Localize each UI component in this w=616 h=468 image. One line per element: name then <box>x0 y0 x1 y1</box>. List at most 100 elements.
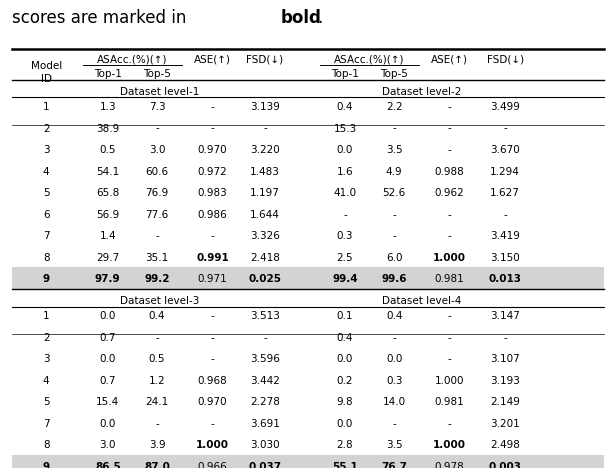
Text: 24.1: 24.1 <box>145 397 169 407</box>
Text: scores are marked in: scores are marked in <box>12 9 192 27</box>
Text: -: - <box>155 419 159 429</box>
Text: -: - <box>211 333 214 343</box>
Text: 52.6: 52.6 <box>383 188 406 198</box>
Text: 0.4: 0.4 <box>337 333 353 343</box>
Text: 8: 8 <box>43 440 49 450</box>
Text: bold: bold <box>280 9 321 27</box>
Text: 1.000: 1.000 <box>433 440 466 450</box>
Text: 1: 1 <box>43 102 49 112</box>
Text: 3.499: 3.499 <box>490 102 520 112</box>
Text: -: - <box>155 124 159 133</box>
Text: 65.8: 65.8 <box>96 188 120 198</box>
Text: -: - <box>211 419 214 429</box>
Text: 76.9: 76.9 <box>145 188 169 198</box>
Text: -: - <box>448 231 452 241</box>
Text: 1.3: 1.3 <box>100 102 116 112</box>
Text: 1.000: 1.000 <box>433 253 466 263</box>
Text: 3.150: 3.150 <box>490 253 520 263</box>
Text: .: . <box>317 9 323 27</box>
Text: 4: 4 <box>43 167 49 176</box>
Text: -: - <box>392 419 396 429</box>
Text: 1.197: 1.197 <box>250 188 280 198</box>
Text: -: - <box>392 231 396 241</box>
Text: 3.326: 3.326 <box>250 231 280 241</box>
Text: 0.972: 0.972 <box>198 167 227 176</box>
Text: 0.991: 0.991 <box>196 253 229 263</box>
Text: -: - <box>448 102 452 112</box>
Text: 56.9: 56.9 <box>96 210 120 219</box>
Text: ASAcc.(%)(↑): ASAcc.(%)(↑) <box>334 54 405 64</box>
Text: -: - <box>448 419 452 429</box>
Text: 1.294: 1.294 <box>490 167 520 176</box>
Text: 35.1: 35.1 <box>145 253 169 263</box>
Text: ID: ID <box>41 74 52 84</box>
Text: 2: 2 <box>43 333 49 343</box>
Text: 2.5: 2.5 <box>337 253 353 263</box>
Bar <box>12 267 604 289</box>
Text: 0.0: 0.0 <box>337 419 353 429</box>
Text: 1.483: 1.483 <box>250 167 280 176</box>
Text: ASAcc.(%)(↑): ASAcc.(%)(↑) <box>97 54 168 64</box>
Text: 3.0: 3.0 <box>149 145 165 155</box>
Text: 0.986: 0.986 <box>198 210 227 219</box>
Text: 1.6: 1.6 <box>337 167 353 176</box>
Text: 3.5: 3.5 <box>386 145 402 155</box>
Text: 3.139: 3.139 <box>250 102 280 112</box>
Text: 29.7: 29.7 <box>96 253 120 263</box>
Text: FSD(↓): FSD(↓) <box>487 54 524 64</box>
Text: 0.0: 0.0 <box>100 419 116 429</box>
Bar <box>12 455 604 468</box>
Text: 3.691: 3.691 <box>250 419 280 429</box>
Text: -: - <box>211 124 214 133</box>
Text: 3.9: 3.9 <box>149 440 165 450</box>
Text: -: - <box>392 124 396 133</box>
Text: 76.7: 76.7 <box>381 462 407 468</box>
Text: 0.970: 0.970 <box>198 397 227 407</box>
Text: 5: 5 <box>43 188 49 198</box>
Text: 0.3: 0.3 <box>386 376 402 386</box>
Text: 3.193: 3.193 <box>490 376 520 386</box>
Text: 0.5: 0.5 <box>149 354 165 364</box>
Text: 1.000: 1.000 <box>435 376 464 386</box>
Text: Dataset level-1: Dataset level-1 <box>121 87 200 96</box>
Text: -: - <box>448 354 452 364</box>
Text: 0.025: 0.025 <box>248 274 282 284</box>
Text: 0.978: 0.978 <box>435 462 464 468</box>
Text: 0.0: 0.0 <box>100 311 116 321</box>
Text: 3.147: 3.147 <box>490 311 520 321</box>
Text: 3.596: 3.596 <box>250 354 280 364</box>
Text: 6.0: 6.0 <box>386 253 402 263</box>
Text: 0.003: 0.003 <box>488 462 522 468</box>
Text: 0.966: 0.966 <box>198 462 227 468</box>
Text: FSD(↓): FSD(↓) <box>246 54 283 64</box>
Text: 0.4: 0.4 <box>337 102 353 112</box>
Text: 38.9: 38.9 <box>96 124 120 133</box>
Text: 4.9: 4.9 <box>386 167 402 176</box>
Text: 0.0: 0.0 <box>100 354 116 364</box>
Text: 0.2: 0.2 <box>337 376 353 386</box>
Text: 2.8: 2.8 <box>337 440 353 450</box>
Text: 0.7: 0.7 <box>100 376 116 386</box>
Text: -: - <box>392 333 396 343</box>
Text: 9: 9 <box>43 274 50 284</box>
Text: 1.627: 1.627 <box>490 188 520 198</box>
Text: 99.4: 99.4 <box>332 274 358 284</box>
Text: 0.3: 0.3 <box>337 231 353 241</box>
Text: 3.419: 3.419 <box>490 231 520 241</box>
Text: -: - <box>503 333 507 343</box>
Text: 0.970: 0.970 <box>198 145 227 155</box>
Text: ASE(↑): ASE(↑) <box>194 54 231 64</box>
Text: 9.8: 9.8 <box>337 397 353 407</box>
Text: -: - <box>211 354 214 364</box>
Text: -: - <box>155 231 159 241</box>
Text: 14.0: 14.0 <box>383 397 406 407</box>
Text: 99.2: 99.2 <box>144 274 170 284</box>
Text: 97.9: 97.9 <box>95 274 121 284</box>
Text: 0.7: 0.7 <box>100 333 116 343</box>
Text: -: - <box>263 333 267 343</box>
Text: Top-5: Top-5 <box>143 69 171 79</box>
Text: 3.442: 3.442 <box>250 376 280 386</box>
Text: 0.1: 0.1 <box>337 311 353 321</box>
Text: 41.0: 41.0 <box>333 188 357 198</box>
Text: -: - <box>448 210 452 219</box>
